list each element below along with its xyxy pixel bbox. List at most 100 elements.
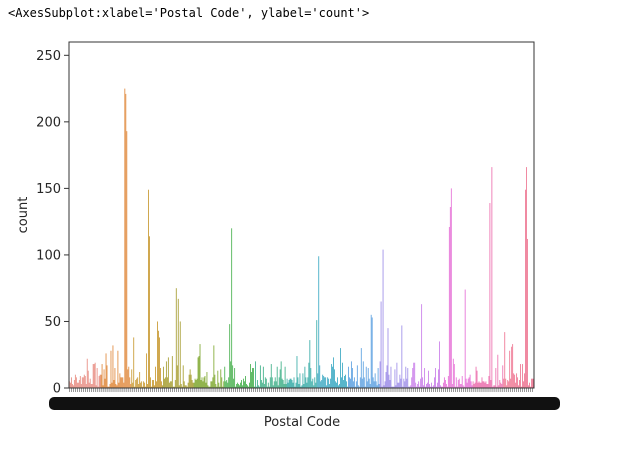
bar (267, 382, 269, 388)
bar (222, 386, 224, 388)
bar (172, 386, 174, 388)
bar (531, 378, 532, 388)
bar (438, 369, 439, 388)
bar (82, 377, 84, 388)
bar (436, 386, 437, 388)
bar (221, 377, 223, 388)
bar (249, 382, 250, 388)
bar (79, 376, 81, 388)
bar (218, 382, 220, 388)
bar (182, 365, 184, 388)
bars-group (69, 88, 534, 389)
bar (80, 384, 82, 388)
bar (300, 386, 302, 388)
bar (324, 377, 326, 388)
bar (483, 381, 485, 388)
bar (266, 386, 268, 388)
bar (167, 357, 169, 388)
bar (123, 382, 125, 388)
bar (457, 380, 459, 388)
bar (161, 381, 162, 388)
bar (217, 370, 219, 388)
bar (246, 384, 247, 388)
x-tick-labels-overlapping (49, 397, 560, 410)
bar (111, 382, 113, 388)
y-axis-ticks: 0 50 100 150 200 250 (36, 49, 69, 397)
bar (191, 380, 193, 388)
bar (437, 382, 438, 388)
bar (77, 382, 79, 388)
bar (207, 385, 209, 388)
bar (468, 377, 470, 388)
bar (165, 361, 167, 388)
bar (154, 385, 155, 388)
bar (178, 385, 180, 388)
bar (157, 321, 158, 388)
bar (240, 382, 242, 388)
bar (89, 378, 91, 388)
bar (125, 93, 127, 389)
bar (442, 382, 444, 388)
bar (489, 203, 491, 388)
bar (389, 380, 391, 388)
bar (467, 378, 469, 388)
bar (421, 304, 423, 388)
bar (193, 382, 195, 388)
bar (302, 373, 304, 388)
bar (432, 386, 433, 388)
bar (289, 378, 291, 388)
bar (454, 386, 456, 388)
bar (301, 385, 303, 388)
bar (180, 384, 182, 388)
bar (530, 386, 531, 388)
bar (372, 377, 374, 388)
bar (233, 378, 235, 388)
bar (241, 380, 242, 388)
bar (78, 380, 80, 388)
bar (317, 373, 319, 388)
bar (322, 374, 324, 388)
bar (146, 353, 148, 388)
bar (330, 378, 332, 388)
bar (485, 381, 487, 388)
bar (190, 374, 192, 388)
bar (397, 382, 399, 388)
y-tick-label: 50 (44, 315, 61, 330)
bar (490, 380, 492, 388)
bar (75, 377, 77, 388)
bar (512, 344, 514, 388)
bar (316, 320, 318, 388)
bar (404, 381, 406, 388)
bar (213, 345, 215, 388)
bar (529, 382, 530, 388)
bar (342, 362, 343, 388)
bar (513, 373, 515, 388)
bar (396, 362, 398, 388)
bar (256, 380, 258, 388)
bar (73, 380, 75, 388)
bar (132, 382, 134, 388)
bar (313, 385, 315, 388)
bar (220, 369, 222, 388)
bar (480, 382, 482, 388)
bar (527, 238, 528, 388)
bar (102, 385, 104, 388)
bar (192, 382, 194, 388)
bar (276, 366, 278, 388)
bar (295, 382, 297, 388)
bar (323, 376, 325, 388)
bar (141, 381, 143, 388)
bar (139, 372, 141, 388)
bar (306, 382, 308, 388)
bar (402, 386, 404, 388)
bar (371, 317, 373, 388)
bar (162, 385, 163, 388)
bar (255, 386, 257, 388)
y-tick-label: 0 (53, 382, 61, 397)
bar (377, 368, 379, 388)
bar (230, 361, 232, 388)
bar (459, 384, 461, 388)
bar (391, 386, 393, 388)
bar (176, 365, 178, 388)
bar (400, 378, 402, 388)
